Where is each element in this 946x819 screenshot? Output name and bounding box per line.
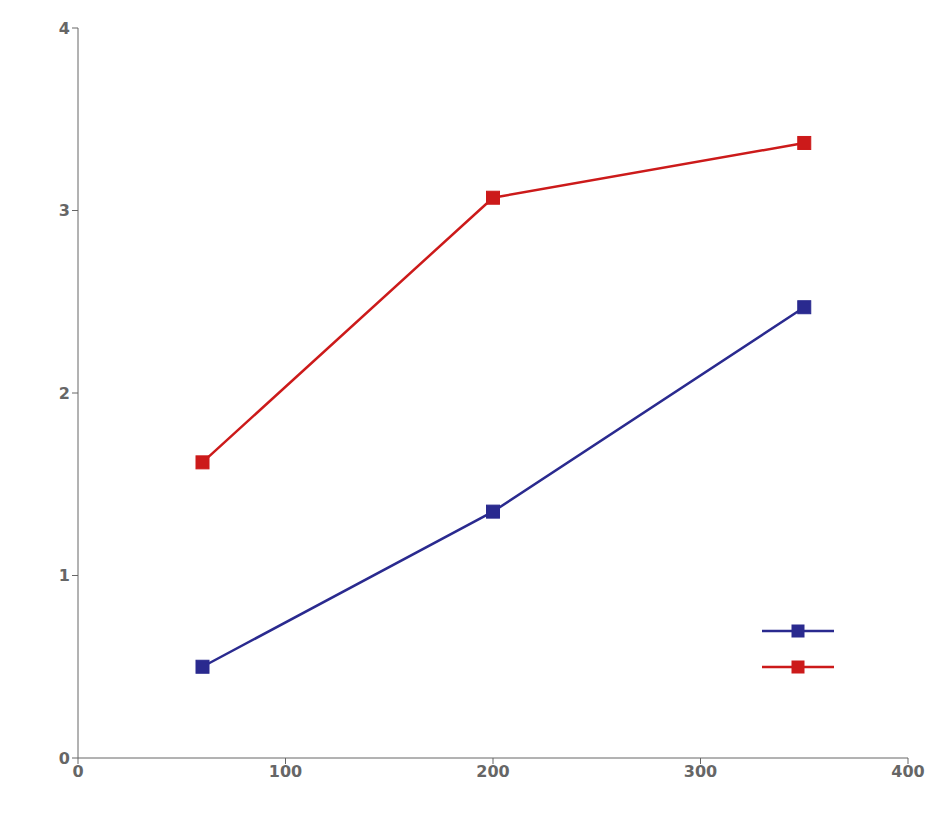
svg-text:400: 400 bbox=[891, 762, 924, 781]
svg-text:200: 200 bbox=[476, 762, 509, 781]
svg-text:1: 1 bbox=[59, 566, 70, 585]
svg-text:100: 100 bbox=[269, 762, 302, 781]
svg-text:300: 300 bbox=[684, 762, 717, 781]
svg-text:0: 0 bbox=[59, 749, 70, 768]
svg-text:0: 0 bbox=[72, 762, 83, 781]
svg-text:2: 2 bbox=[59, 384, 70, 403]
svg-text:4: 4 bbox=[59, 19, 70, 38]
svg-text:3: 3 bbox=[59, 201, 70, 220]
